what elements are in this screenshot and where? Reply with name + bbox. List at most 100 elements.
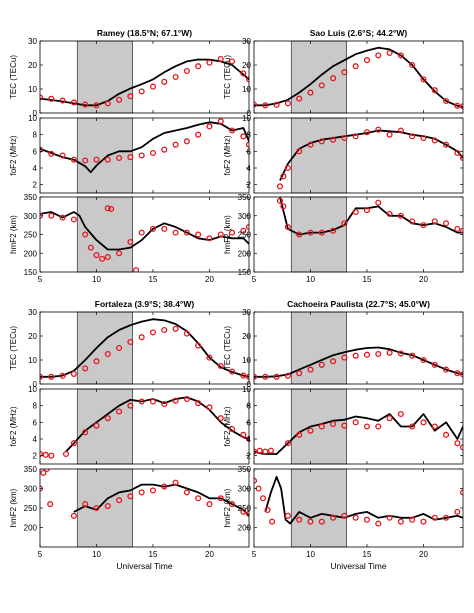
ramey-fof2-subplot: 2 4 6 8 10 foF2 (MHz) [9,114,250,194]
axes-frame [39,117,250,194]
y-tick-label: 10 [28,356,37,365]
observed-point [116,344,123,352]
observed-point [116,154,123,162]
y-tick-label: 10 [242,356,251,365]
observed-point [409,352,416,359]
observed-point [318,361,325,368]
observed-point [431,361,438,368]
observed-point [443,366,450,373]
axes-frame [39,311,250,385]
y-tick-label: 2 [33,181,38,190]
observed-point [127,238,134,246]
observed-point [183,330,190,337]
y-axis-label: TEC (TECu) [223,55,232,99]
observed-point [172,229,179,236]
y-tick-label: 30 [242,308,251,317]
observed-point [59,372,66,379]
y-tick-label: 300 [238,485,252,494]
observed-point [454,370,461,377]
model-line [40,58,249,107]
x-tick-label: 20 [419,550,428,559]
observed-point [341,69,348,76]
series-group [254,475,463,527]
observed-point [397,127,404,134]
observed-point [48,373,55,380]
x-tick-label: 5 [252,550,257,559]
observed-point [352,208,359,216]
y-axis-label: hmF2 (km) [9,215,18,254]
x-tick-label: 10 [92,275,101,284]
observed-point [104,350,111,358]
y-tick-label: 20 [28,61,37,70]
observed-point [161,146,168,153]
observed-point [217,415,224,422]
observed-point [245,76,249,83]
observed-point [229,127,236,134]
y-tick-label: 20 [242,332,251,341]
observed-point [245,373,249,380]
observed-point [116,497,123,504]
observed-point [127,493,134,500]
series-group [40,469,249,519]
observed-point [307,518,314,525]
series-group [40,205,249,272]
observed-point [183,395,190,403]
observed-point [296,231,303,238]
shaded-interval [76,117,133,194]
panel-title-ramey: Ramey (18.5°N; 67.1°W) [97,28,192,38]
panel-title-cachoeira-paulista: Cachoeira Paulista (22.7°S; 45.0°W) [287,299,430,309]
y-tick-label: 4 [33,164,38,173]
y-axis-label: foF2 (MHz) [9,135,18,175]
observed-point [195,400,202,407]
model-line [264,475,463,525]
y-tick-label: 6 [247,147,252,156]
observed-point [240,372,247,379]
observed-point [318,138,325,145]
observed-point [363,57,371,64]
observed-point [397,52,404,59]
observed-point [330,358,337,365]
observed-point [40,469,47,476]
observed-point [82,501,89,508]
series-group [40,118,249,174]
observed-point [397,350,404,357]
observed-point [341,422,348,429]
shaded-interval [76,40,133,114]
observed-point [284,440,291,447]
observed-point [267,447,274,454]
observed-point [48,95,55,102]
y-tick-label: 8 [33,131,38,140]
observed-point [138,152,145,159]
ramey-hmf2-subplot: 150 200 250 300 350 5 10 15 20 hmF2 (km) [9,193,250,284]
observed-point [195,342,202,349]
observed-point [375,126,382,133]
observed-point [206,404,213,411]
observed-point [48,452,55,459]
observed-point [93,504,100,512]
shaded-interval [290,117,347,194]
observed-point [172,141,179,148]
observed-point [195,63,202,70]
observed-point [454,508,461,515]
observed-point [397,212,404,219]
observed-point [87,244,94,251]
observed-point [82,365,89,372]
observed-point [307,89,314,96]
y-tick-label: 200 [238,249,252,258]
observed-point [59,152,66,159]
observed-point [363,516,371,523]
observed-point [104,205,111,212]
y-tick-label: 2 [247,181,252,190]
observed-point [206,123,213,130]
y-tick-label: 4 [33,435,38,444]
observed-point [386,415,393,422]
observed-point [47,501,54,508]
shaded-interval [290,311,347,385]
observed-point [161,326,168,334]
observed-point [40,94,44,101]
x-tick-label: 20 [205,275,214,284]
observed-point [217,118,224,125]
observed-point [62,450,70,458]
observed-point [70,99,77,106]
observed-point [93,156,100,163]
